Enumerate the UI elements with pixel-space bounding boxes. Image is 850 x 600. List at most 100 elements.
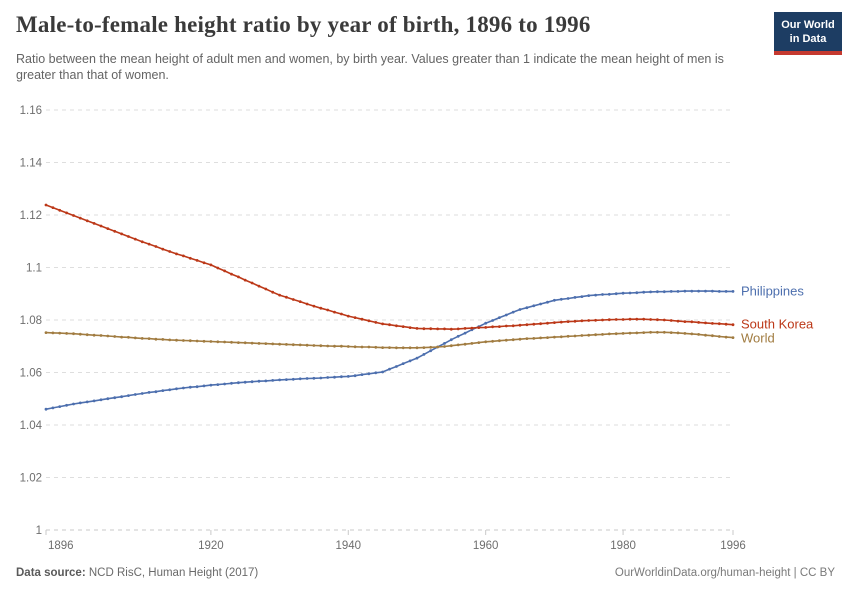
- data-point[interactable]: [415, 346, 419, 350]
- data-point[interactable]: [724, 290, 728, 293]
- data-point[interactable]: [587, 319, 591, 322]
- data-point[interactable]: [271, 379, 275, 382]
- data-point[interactable]: [154, 245, 158, 248]
- data-point[interactable]: [436, 327, 439, 331]
- data-point[interactable]: [120, 232, 123, 236]
- data-point[interactable]: [607, 318, 611, 322]
- data-point[interactable]: [257, 379, 261, 383]
- data-point[interactable]: [498, 316, 501, 319]
- data-point[interactable]: [72, 214, 75, 217]
- data-point[interactable]: [72, 402, 75, 406]
- data-point[interactable]: [422, 327, 426, 331]
- data-point[interactable]: [649, 330, 652, 334]
- data-point[interactable]: [566, 297, 570, 300]
- data-point[interactable]: [85, 400, 89, 404]
- data-point[interactable]: [65, 332, 68, 335]
- data-point[interactable]: [285, 378, 288, 381]
- data-point[interactable]: [525, 337, 529, 340]
- data-point[interactable]: [182, 339, 185, 342]
- data-point[interactable]: [518, 308, 522, 311]
- data-point[interactable]: [697, 321, 700, 324]
- data-point[interactable]: [188, 385, 192, 389]
- data-point[interactable]: [51, 331, 55, 335]
- data-point[interactable]: [656, 290, 659, 294]
- data-point[interactable]: [662, 290, 666, 294]
- data-point[interactable]: [463, 342, 467, 346]
- data-point[interactable]: [669, 290, 673, 293]
- data-point[interactable]: [106, 334, 110, 338]
- data-point[interactable]: [621, 332, 625, 335]
- data-point[interactable]: [731, 323, 735, 327]
- data-point[interactable]: [126, 235, 130, 238]
- data-point[interactable]: [58, 208, 62, 212]
- data-point[interactable]: [676, 331, 680, 335]
- data-point[interactable]: [120, 395, 123, 399]
- data-point[interactable]: [78, 332, 82, 336]
- data-point[interactable]: [195, 385, 199, 389]
- data-point[interactable]: [449, 327, 453, 331]
- data-point[interactable]: [312, 344, 316, 347]
- data-point[interactable]: [367, 319, 371, 323]
- data-point[interactable]: [285, 343, 288, 346]
- data-point[interactable]: [216, 340, 220, 344]
- data-point[interactable]: [690, 332, 694, 336]
- data-point[interactable]: [319, 306, 323, 310]
- data-point[interactable]: [498, 325, 501, 328]
- data-point[interactable]: [367, 345, 371, 349]
- data-point[interactable]: [463, 327, 467, 330]
- license-note[interactable]: OurWorldinData.org/human-height | CC BY: [614, 567, 835, 579]
- data-point[interactable]: [92, 222, 96, 225]
- data-point[interactable]: [408, 359, 412, 363]
- data-point[interactable]: [484, 321, 488, 325]
- data-point[interactable]: [683, 332, 687, 335]
- data-point[interactable]: [614, 292, 618, 296]
- data-point[interactable]: [319, 344, 323, 348]
- data-point[interactable]: [546, 321, 549, 325]
- data-point[interactable]: [395, 324, 398, 328]
- data-point[interactable]: [291, 343, 295, 347]
- data-point[interactable]: [443, 342, 446, 345]
- data-point[interactable]: [99, 224, 103, 228]
- data-point[interactable]: [113, 335, 117, 338]
- data-point[interactable]: [573, 334, 577, 338]
- data-point[interactable]: [690, 320, 694, 324]
- data-point[interactable]: [669, 331, 673, 334]
- data-point[interactable]: [44, 407, 48, 411]
- data-point[interactable]: [553, 335, 556, 339]
- data-point[interactable]: [491, 339, 494, 343]
- data-point[interactable]: [607, 292, 611, 296]
- data-point[interactable]: [395, 346, 398, 350]
- data-point[interactable]: [456, 343, 460, 347]
- data-point[interactable]: [133, 393, 137, 396]
- data-point[interactable]: [44, 203, 48, 207]
- data-point[interactable]: [429, 349, 433, 353]
- data-point[interactable]: [559, 320, 563, 324]
- data-point[interactable]: [381, 346, 384, 349]
- data-point[interactable]: [243, 278, 247, 282]
- data-point[interactable]: [388, 323, 391, 327]
- data-point[interactable]: [78, 401, 82, 405]
- data-point[interactable]: [573, 319, 577, 323]
- data-point[interactable]: [319, 376, 323, 380]
- data-point[interactable]: [113, 229, 117, 233]
- data-point[interactable]: [580, 319, 584, 323]
- series-line-south-korea[interactable]: [45, 204, 734, 331]
- data-point[interactable]: [353, 374, 357, 378]
- data-point[interactable]: [415, 327, 419, 330]
- data-point[interactable]: [731, 336, 735, 339]
- data-point[interactable]: [594, 333, 597, 337]
- data-point[interactable]: [360, 373, 364, 376]
- data-point[interactable]: [553, 321, 556, 324]
- data-point[interactable]: [711, 322, 714, 325]
- data-point[interactable]: [333, 310, 336, 314]
- data-point[interactable]: [250, 341, 254, 345]
- data-point[interactable]: [126, 335, 130, 339]
- data-point[interactable]: [443, 327, 446, 331]
- data-point[interactable]: [697, 289, 700, 293]
- data-point[interactable]: [676, 319, 680, 323]
- data-point[interactable]: [518, 323, 522, 327]
- data-point[interactable]: [470, 326, 474, 330]
- data-point[interactable]: [408, 346, 412, 350]
- data-point[interactable]: [553, 298, 556, 302]
- data-point[interactable]: [566, 320, 570, 323]
